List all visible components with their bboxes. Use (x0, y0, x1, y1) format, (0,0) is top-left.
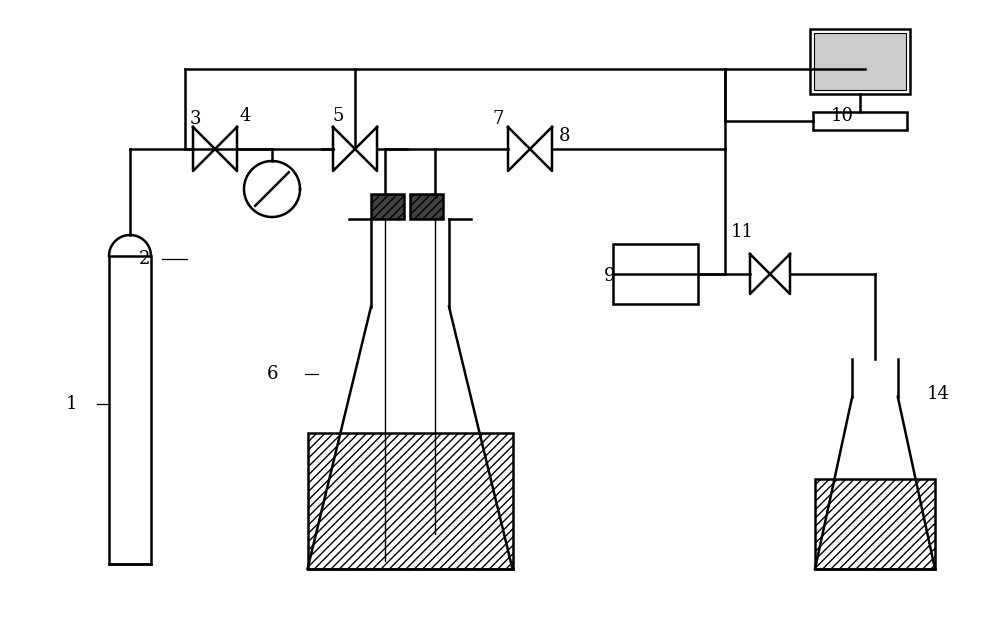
Bar (371, 194, 404, 219)
Text: 3: 3 (189, 110, 201, 128)
Text: 10: 10 (830, 107, 854, 125)
Bar (810, 29, 910, 94)
Bar (612, 244, 698, 304)
Bar (812, 112, 907, 130)
Bar (814, 33, 906, 90)
Text: 6: 6 (266, 365, 278, 383)
Text: 1: 1 (66, 395, 78, 413)
Text: 5: 5 (332, 107, 344, 125)
Text: 7: 7 (492, 110, 504, 128)
Bar (109, 256, 151, 564)
Text: 4: 4 (239, 107, 251, 125)
Bar (815, 479, 935, 569)
Text: 14: 14 (927, 385, 949, 403)
Bar (410, 194, 443, 219)
Text: 8: 8 (559, 127, 571, 145)
Bar (308, 432, 512, 569)
Text: 2: 2 (139, 250, 151, 268)
Text: 11: 11 (730, 223, 754, 241)
Text: 9: 9 (604, 267, 616, 285)
